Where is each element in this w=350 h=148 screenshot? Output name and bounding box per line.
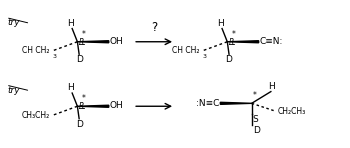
- Text: H: H: [217, 19, 224, 28]
- Text: C≡N:: C≡N:: [260, 37, 283, 46]
- Text: S: S: [253, 115, 259, 124]
- Polygon shape: [227, 41, 259, 43]
- Text: CH CH₂: CH CH₂: [172, 46, 199, 56]
- Text: R: R: [79, 38, 84, 47]
- Text: CH₃CH₂: CH₃CH₂: [21, 111, 49, 120]
- Text: CH CH₂: CH CH₂: [22, 46, 49, 56]
- Text: try: try: [8, 86, 20, 95]
- Text: CH₂CH₃: CH₂CH₃: [278, 107, 306, 116]
- Text: R: R: [79, 102, 84, 111]
- Text: H: H: [268, 82, 275, 91]
- Text: 3: 3: [202, 54, 206, 59]
- Text: D: D: [253, 126, 260, 135]
- Text: OH: OH: [110, 37, 124, 46]
- Text: 3: 3: [52, 54, 56, 59]
- Polygon shape: [220, 102, 252, 104]
- Polygon shape: [77, 105, 109, 107]
- Text: *: *: [232, 29, 236, 38]
- Text: D: D: [226, 55, 232, 64]
- Text: :N≡C: :N≡C: [196, 99, 219, 108]
- Text: *: *: [253, 91, 257, 100]
- Text: R: R: [229, 38, 234, 47]
- Text: ?: ?: [151, 21, 157, 34]
- Text: H: H: [67, 19, 74, 28]
- Text: try: try: [8, 18, 20, 27]
- Text: *: *: [82, 94, 86, 103]
- Text: *: *: [82, 29, 86, 38]
- Text: D: D: [76, 55, 83, 64]
- Text: OH: OH: [110, 102, 124, 110]
- Polygon shape: [77, 41, 109, 43]
- Text: H: H: [67, 83, 74, 92]
- Text: D: D: [76, 120, 83, 129]
